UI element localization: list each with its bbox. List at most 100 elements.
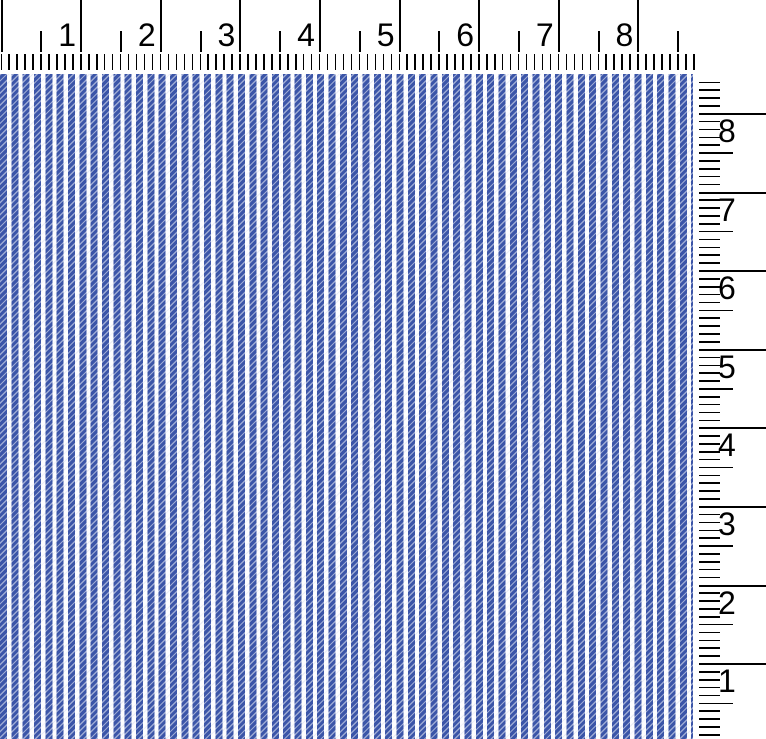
right-ruler-inch-label: 4 — [718, 427, 736, 464]
top-ruler-minor-tick — [358, 54, 361, 70]
top-ruler-inch-label: 2 — [137, 17, 156, 53]
top-ruler-minor-tick — [661, 54, 663, 70]
right-ruler-minor-tick — [699, 144, 720, 147]
top-ruler-minor-tick — [24, 54, 26, 70]
top-ruler-minor-tick — [175, 54, 178, 70]
top-ruler-half-tick — [438, 31, 441, 52]
top-ruler-minor-tick — [295, 54, 297, 70]
top-ruler-minor-tick — [350, 54, 353, 70]
top-ruler-minor-tick — [215, 54, 217, 70]
right-ruler-minor-tick — [699, 694, 720, 697]
top-ruler-minor-tick — [119, 54, 122, 70]
top-ruler-inch-line — [637, 0, 640, 52]
top-ruler-minor-tick — [494, 54, 496, 70]
right-ruler-minor-tick — [699, 498, 720, 500]
top-ruler-minor-tick — [111, 54, 114, 70]
right-ruler-half-tick — [699, 309, 733, 312]
top-ruler-minor-tick — [255, 54, 257, 70]
fabric-swatch — [0, 74, 693, 739]
top-ruler-minor-tick — [302, 54, 305, 70]
top-ruler-minor-tick — [525, 54, 528, 70]
right-ruler-minor-tick — [699, 458, 720, 461]
right-ruler-minor-tick — [699, 372, 720, 374]
top-ruler-minor-tick — [231, 54, 233, 70]
top-ruler-minor-tick — [366, 54, 369, 70]
top-ruler-inch-line — [557, 0, 560, 52]
right-ruler-minor-tick — [699, 97, 720, 99]
right-ruler-inch-line — [699, 270, 766, 273]
top-ruler-half-tick — [358, 31, 361, 52]
right-ruler-minor-tick — [699, 568, 720, 571]
top-ruler-minor-tick — [223, 54, 225, 70]
right-ruler-half-tick — [699, 152, 733, 154]
right-ruler-minor-tick — [699, 223, 720, 225]
right-ruler-minor-tick — [699, 199, 720, 202]
right-ruler-half-tick — [699, 623, 733, 626]
top-ruler-minor-tick — [517, 54, 520, 70]
right-ruler-minor-tick — [699, 733, 720, 736]
right-ruler-minor-tick — [699, 380, 720, 382]
right-ruler-inch-label: 5 — [718, 348, 736, 385]
top-ruler-inch-line — [398, 0, 401, 52]
top-ruler-inch-label: 5 — [376, 17, 395, 53]
top-ruler-minor-tick — [342, 54, 345, 70]
top-ruler-minor-tick — [279, 54, 281, 70]
right-ruler-minor-tick — [699, 120, 720, 123]
right-ruler-inch-label: 7 — [718, 191, 736, 228]
top-ruler-inch-line — [80, 0, 83, 52]
right-ruler-minor-tick — [699, 608, 720, 610]
right-ruler-minor-tick — [699, 450, 720, 453]
top-ruler-minor-tick — [40, 54, 42, 70]
right-ruler-minor-tick — [699, 686, 720, 689]
right-ruler-minor-tick — [699, 443, 720, 445]
top-ruler-minor-tick — [72, 54, 74, 70]
top-ruler-minor-tick — [326, 54, 329, 70]
right-ruler-minor-tick — [699, 435, 720, 437]
top-ruler-minor-tick — [143, 54, 146, 70]
right-ruler-minor-tick — [699, 340, 720, 343]
top-ruler-minor-tick — [422, 54, 424, 70]
right-ruler-inch-line — [699, 663, 766, 666]
top-ruler-minor-tick — [8, 54, 10, 70]
top-ruler-minor-tick — [310, 54, 313, 70]
right-ruler-minor-tick — [699, 238, 720, 241]
top-ruler-minor-tick — [191, 54, 194, 70]
right-ruler-minor-tick — [699, 175, 720, 178]
top-ruler-minor-tick — [454, 54, 456, 70]
right-ruler-minor-tick — [699, 333, 720, 335]
right-ruler-minor-tick — [699, 325, 720, 327]
top-ruler-minor-tick — [334, 54, 337, 70]
top-ruler-minor-tick — [239, 54, 241, 70]
top-ruler-minor-tick — [287, 54, 289, 70]
right-ruler-minor-tick — [699, 301, 720, 304]
right-ruler-minor-tick — [699, 317, 720, 319]
top-ruler-minor-tick — [470, 54, 472, 70]
top-ruler-minor-tick — [446, 54, 448, 70]
right-ruler-inch-label: 6 — [718, 270, 736, 307]
top-ruler-minor-tick — [127, 54, 130, 70]
top-ruler-minor-tick — [486, 54, 488, 70]
top-ruler-inch-label: 6 — [456, 17, 475, 53]
right-ruler-minor-tick — [699, 537, 720, 540]
right-ruler-minor-tick — [699, 710, 720, 712]
right-ruler-minor-tick — [699, 726, 720, 728]
top-ruler-minor-tick — [613, 54, 615, 70]
right-ruler-minor-tick — [699, 521, 720, 524]
top-ruler-minor-tick — [509, 54, 512, 70]
top-ruler-minor-tick — [414, 54, 416, 70]
top-ruler-minor-tick — [374, 54, 377, 70]
right-ruler-inch-line — [699, 427, 766, 430]
top-ruler-minor-tick — [48, 54, 50, 70]
top-ruler-minor-tick — [103, 54, 106, 70]
top-ruler-half-tick — [517, 31, 520, 52]
right-ruler-inch-line — [699, 506, 766, 508]
right-ruler-minor-tick — [699, 474, 720, 477]
top-ruler-minor-tick — [438, 54, 440, 70]
right-ruler-minor-tick — [699, 553, 720, 555]
right-ruler-minor-tick — [699, 513, 720, 516]
right-ruler-minor-tick — [699, 254, 720, 257]
right-ruler-minor-tick — [699, 215, 720, 217]
top-ruler-inch-label: 1 — [58, 17, 77, 53]
right-ruler-minor-tick — [699, 411, 720, 414]
top-ruler-minor-tick — [183, 54, 186, 70]
